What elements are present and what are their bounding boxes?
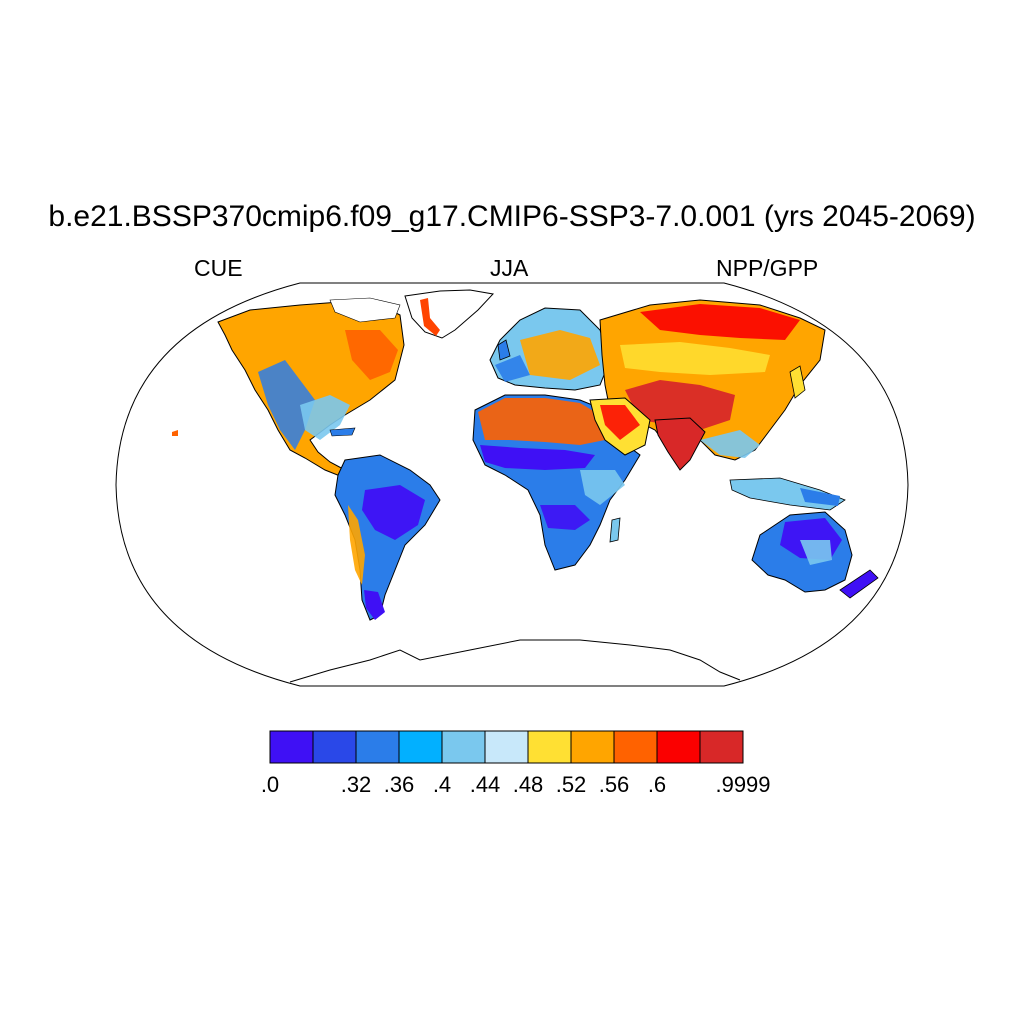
- africa-purple-south: [540, 505, 590, 530]
- asia-yellow: [620, 342, 770, 375]
- colorbar-tick-label: .44: [470, 772, 501, 797]
- hawaii: [172, 430, 178, 436]
- units-label: NPP/GPP: [716, 255, 819, 281]
- asia-lightblue: [700, 430, 760, 458]
- plot-title: b.e21.BSSP370cmip6.f09_g17.CMIP6-SSP3-7.…: [48, 200, 976, 233]
- antarctica: [289, 639, 741, 683]
- na-blue-west: [258, 360, 315, 450]
- colorbar-swatch: [613, 730, 658, 764]
- colorbar-tick-label: .48: [513, 772, 544, 797]
- new-zealand: [839, 569, 879, 599]
- europe-blue-west: [495, 355, 530, 382]
- madagascar: [609, 517, 621, 543]
- colorbar-tick-label: .4: [433, 772, 451, 797]
- caribbean-islands: [329, 427, 356, 437]
- colorbar-tick-label: .52: [556, 772, 587, 797]
- greenland-coast: [420, 298, 440, 336]
- africa-lightblue-east: [580, 470, 625, 505]
- colorbar-tick-label: .56: [599, 772, 630, 797]
- na-white-arctic: [329, 297, 401, 323]
- variable-label: CUE: [194, 255, 243, 281]
- sa-orange-andes: [348, 505, 365, 585]
- colorbar-swatch: [570, 730, 615, 764]
- colorbar-swatch: [355, 730, 400, 764]
- japan: [789, 365, 806, 399]
- colorbar-swatch: [527, 730, 572, 764]
- central-asia-red: [625, 380, 735, 430]
- colorbar-swatch: [699, 730, 744, 764]
- india: [654, 417, 706, 471]
- colorbar-tick-label: .36: [384, 772, 415, 797]
- colorbar-swatch: [398, 730, 443, 764]
- colorbar-swatch: [441, 730, 486, 764]
- colorbar-tick-label: .32: [341, 772, 372, 797]
- africa-sahara: [478, 398, 605, 445]
- africa-sahel-purple: [480, 445, 595, 470]
- siberia-red: [640, 304, 800, 340]
- colorbar-tick-label: .6: [648, 772, 666, 797]
- na-lightblue-south: [300, 395, 350, 440]
- uk: [497, 339, 511, 361]
- colorbar-swatch: [269, 730, 314, 764]
- arabia-red: [600, 405, 640, 440]
- colorbar-swatch: [312, 730, 357, 764]
- australia-lightblue: [800, 540, 832, 565]
- colorbar-tick-label: .0: [261, 772, 279, 797]
- sa-purple-core: [362, 485, 425, 540]
- colorbar-swatch: [656, 730, 701, 764]
- europe-orange: [520, 330, 600, 380]
- sa-purple-south: [364, 590, 385, 620]
- na-red-north: [345, 330, 398, 380]
- colorbar-tick-label: .9999: [715, 772, 770, 797]
- season-label: JJA: [490, 255, 529, 281]
- colorbar-swatch: [484, 730, 529, 764]
- indonesia-blue: [800, 488, 840, 506]
- map-border: [115, 282, 909, 687]
